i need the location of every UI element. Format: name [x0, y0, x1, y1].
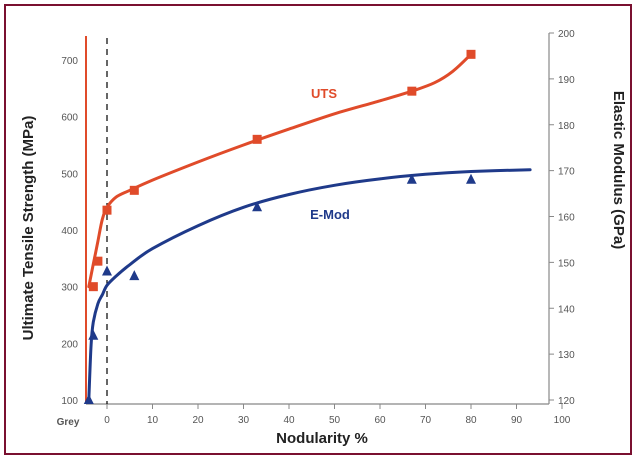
uts-fit-curve: [87, 52, 473, 289]
data-markers: [83, 49, 476, 404]
left-axis-title: Ultimate Tensile Strength (MPa): [20, 116, 37, 341]
x-tick-label: 40: [283, 415, 295, 426]
left-tick-label: 500: [61, 169, 78, 180]
left-tick-label: 300: [61, 283, 78, 294]
x-axis-ticks: 0 10 20 30 40 50 60 70 80 90 100: [104, 404, 571, 426]
x-tick-label: 0: [104, 415, 110, 426]
left-axis-ticks: 100 200 300 400 500 600 700: [61, 56, 78, 407]
e-mod-data-point: [466, 173, 476, 184]
x-tick-label: 10: [147, 415, 159, 426]
e-mod-data-point: [102, 265, 112, 276]
left-tick-label: 700: [61, 56, 78, 67]
axes: [85, 33, 550, 405]
chart-frame: [4, 4, 632, 455]
x-tick-label: 90: [511, 415, 523, 426]
uts-series-label: UTS: [311, 86, 337, 101]
right-tick-label: 150: [558, 258, 575, 269]
right-tick-label: 170: [558, 167, 575, 178]
left-tick-label: 600: [61, 113, 78, 124]
e-mod-data-point: [129, 270, 140, 281]
e-mod-data-point: [88, 329, 99, 340]
uts-data-point: [407, 86, 417, 96]
x-tick-label: 30: [238, 415, 250, 426]
left-tick-label: 400: [61, 226, 78, 237]
uts-data-point: [466, 49, 476, 59]
e-mod-data-point: [83, 394, 94, 404]
x-axis-title: Nodularity %: [276, 430, 368, 447]
fit-curves: [87, 52, 532, 402]
left-tick-label: 100: [61, 396, 78, 407]
uts-data-point: [252, 134, 262, 144]
emod-series-label: E-Mod: [310, 207, 350, 222]
uts-data-point: [102, 205, 112, 215]
right-tick-label: 140: [558, 304, 575, 315]
right-axis-ticks: 120 130 140 150 160 170 180 190 200: [549, 29, 575, 407]
right-tick-label: 130: [558, 350, 575, 361]
right-tick-label: 200: [558, 29, 575, 40]
x-tick-label: 50: [329, 415, 341, 426]
right-tick-label: 190: [558, 75, 575, 86]
e-mod-data-point: [406, 173, 417, 184]
right-axis-title: Elastic Modulus (GPa): [610, 91, 627, 249]
right-tick-label: 180: [558, 121, 575, 132]
right-tick-label: 160: [558, 213, 575, 224]
x-tick-label: 20: [192, 415, 204, 426]
x-axis-grey-label: Grey: [57, 417, 80, 428]
e-mod-data-point: [252, 201, 263, 212]
x-tick-label: 80: [465, 415, 477, 426]
right-tick-label: 120: [558, 396, 575, 407]
uts-data-point: [88, 282, 98, 292]
x-tick-label: 70: [420, 415, 432, 426]
uts-data-point: [93, 256, 103, 266]
x-tick-label: 100: [554, 415, 571, 426]
e-mod-fit-curve: [87, 168, 532, 402]
uts-data-point: [129, 185, 139, 195]
left-tick-label: 200: [61, 339, 78, 350]
x-tick-label: 60: [374, 415, 386, 426]
